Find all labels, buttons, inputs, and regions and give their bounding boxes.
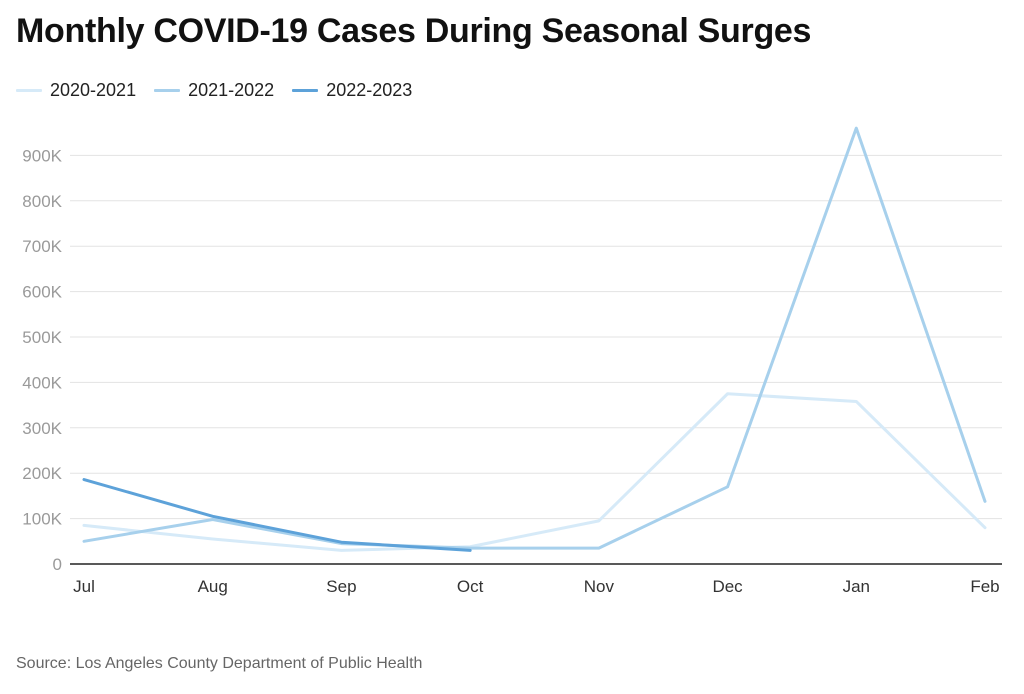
x-axis-ticks: Jul Aug Sep Oct Nov Dec Jan Feb (73, 577, 1000, 596)
legend-item-2022-2023: 2022-2023 (292, 80, 412, 101)
series-line-2020-2021 (82, 392, 987, 552)
y-tick-label: 800K (22, 192, 62, 211)
chart-title: Monthly COVID-19 Cases During Seasonal S… (16, 12, 812, 50)
x-tick-label: Nov (584, 577, 615, 596)
y-tick-label: 300K (22, 419, 62, 438)
legend-swatch-2022-2023 (292, 89, 319, 92)
legend-swatch-2021-2022 (154, 89, 181, 92)
y-tick-label: 0 (53, 555, 62, 574)
legend-item-2020-2021: 2020-2021 (16, 80, 136, 101)
x-tick-label: Oct (457, 577, 484, 596)
x-tick-label: Sep (326, 577, 356, 596)
legend: 2020-2021 2021-2022 2022-2023 (16, 80, 430, 101)
legend-label-2021-2022: 2021-2022 (188, 80, 275, 100)
legend-swatch-2020-2021 (16, 89, 42, 92)
x-tick-label: Dec (712, 577, 743, 596)
legend-label-2020-2021: 2020-2021 (50, 80, 137, 100)
x-tick-label: Aug (198, 577, 228, 596)
y-tick-label: 200K (22, 464, 62, 483)
series-line-2022-2023 (82, 478, 472, 552)
y-tick-label: 700K (22, 237, 62, 256)
x-tick-label: Jan (843, 577, 870, 596)
legend-item-2021-2022: 2021-2022 (154, 80, 274, 101)
x-tick-label: Feb (970, 577, 999, 596)
y-tick-label: 100K (22, 510, 62, 529)
legend-label-2022-2023: 2022-2023 (326, 80, 413, 100)
gridlines (70, 154, 1002, 520)
y-tick-label: 600K (22, 283, 62, 302)
y-axis-ticks: 0 100K 200K 300K 400K 500K 600K 700K 800K 900K (22, 146, 62, 574)
series-line-2021-2022 (82, 126, 987, 550)
y-tick-label: 900K (22, 146, 62, 165)
source-note: Source: Los Angeles County Department of… (16, 655, 423, 672)
x-tick-label: Jul (73, 577, 95, 596)
y-tick-label: 400K (22, 373, 62, 392)
y-tick-label: 500K (22, 328, 62, 347)
series-lines (82, 126, 987, 552)
